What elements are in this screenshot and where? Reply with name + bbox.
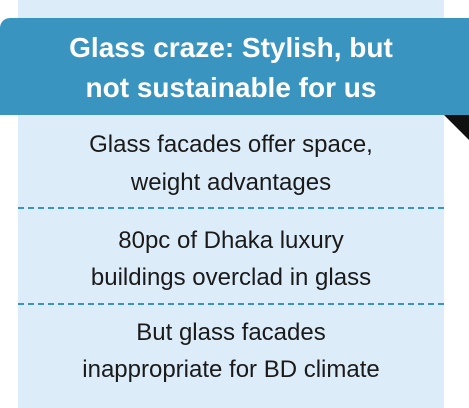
- item-text: But glass facades: [136, 319, 326, 346]
- separator: [18, 207, 444, 209]
- item-text: inappropriate for BD climate: [82, 356, 380, 383]
- item-text: buildings overclad in glass: [90, 264, 372, 291]
- banner-fold: [444, 115, 469, 140]
- header-banner: [0, 18, 469, 115]
- separator: [18, 303, 444, 305]
- item-text: weight advantages: [130, 169, 332, 196]
- item-text: Glass facades offer space,: [89, 131, 373, 158]
- header-title: Glass craze: Stylish, but: [69, 32, 393, 63]
- header-title: not sustainable for us: [85, 72, 377, 103]
- item-text: 80pc of Dhaka luxury: [118, 227, 344, 254]
